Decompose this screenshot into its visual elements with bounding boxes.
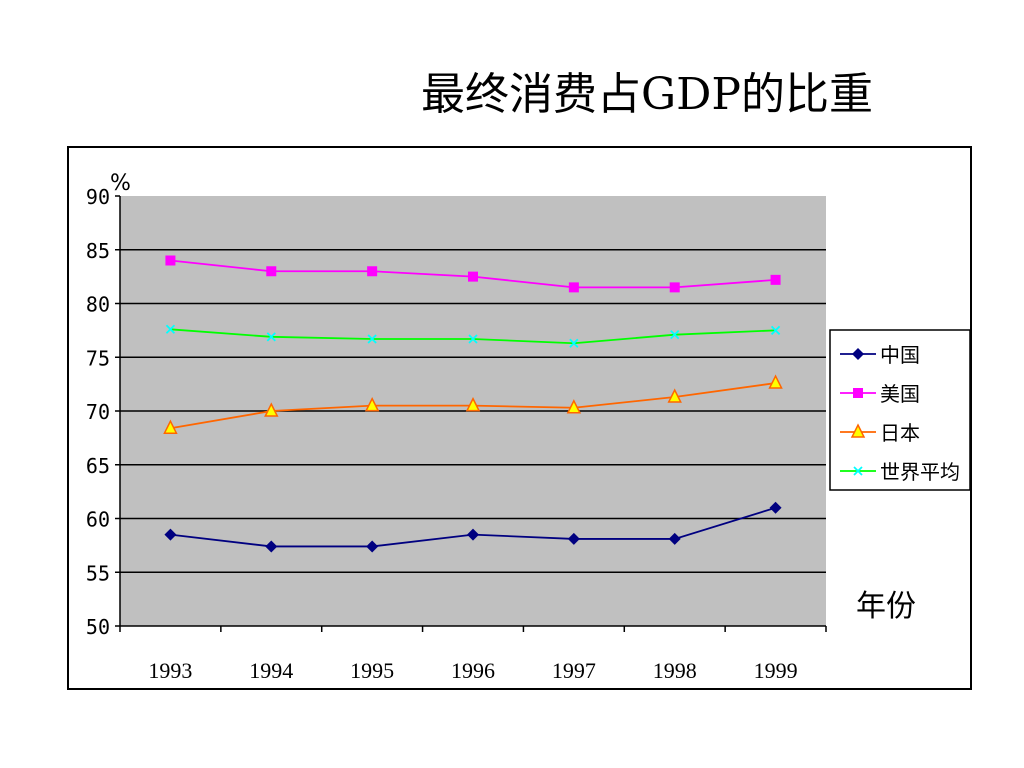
y-tick-label: 65 <box>86 454 110 478</box>
series-2-point-1996 <box>465 396 481 412</box>
y-tick-label: 60 <box>86 508 110 532</box>
y-tick-label: 80 <box>86 293 110 317</box>
series-1-point-1995 <box>367 266 378 277</box>
series-1-point-1997 <box>568 282 579 293</box>
x-tick-label-1995: 1995 <box>350 658 394 683</box>
series-2-point-1997 <box>566 399 582 414</box>
y-axis-unit: % <box>110 171 131 196</box>
x-ticks: 1993 1994 1995 1996 1997 1998 1999 <box>119 626 827 683</box>
series-1-point-1998 <box>669 282 680 293</box>
series-0-point-1995 <box>366 540 379 553</box>
series-0-point-1998 <box>668 532 681 545</box>
legend-box <box>829 329 971 491</box>
y-tick-label: 85 <box>86 239 110 263</box>
series-3-point-1998 <box>670 330 680 340</box>
legend-marker-1 <box>853 388 863 398</box>
series-1-point-1996 <box>468 271 478 282</box>
series-0-point-1999 <box>769 501 782 514</box>
series-2-point-1995 <box>364 396 380 412</box>
legend-label-1: 美国 <box>880 382 920 406</box>
legend-marker-0 <box>852 348 864 360</box>
y-tick-label: 70 <box>86 400 110 424</box>
gridlines <box>120 249 826 573</box>
series-2-point-1999 <box>768 374 783 389</box>
x-tick-label-1994: 1994 <box>249 658 293 683</box>
y-tick-label: 90 <box>86 185 110 209</box>
y-ticks: 50 55 60 65 70 75 80 85 90 <box>86 185 120 639</box>
series-1-point-1999 <box>770 274 781 285</box>
series-group <box>163 255 783 553</box>
y-tick-label: 50 <box>86 615 110 639</box>
series-3-point-1994 <box>266 332 276 342</box>
series-0-point-1993 <box>164 528 177 541</box>
series-1-point-1993 <box>165 255 176 266</box>
series-0-point-1997 <box>567 532 580 545</box>
x-tick-label-1998: 1998 <box>653 658 697 683</box>
legend-label-0: 中国 <box>880 343 920 367</box>
series-2-point-1994 <box>264 402 279 417</box>
x-tick-label-1997: 1997 <box>552 658 596 683</box>
x-tick-label-1999: 1999 <box>754 658 798 683</box>
series-2-point-1998 <box>667 388 682 403</box>
series-3-point-1995 <box>367 334 377 344</box>
y-tick-label: 55 <box>86 561 110 585</box>
chart-title: 最终消费占GDP的比重 <box>420 69 874 120</box>
series-3-point-1996 <box>468 334 478 344</box>
series-0-point-1994 <box>265 540 278 553</box>
series-3-point-1997 <box>569 338 579 348</box>
series-3-point-1993 <box>165 324 176 334</box>
legend-label-2: 日本 <box>880 421 920 445</box>
x-tick-label-1996: 1996 <box>451 658 495 683</box>
y-tick-label: 75 <box>86 346 110 370</box>
legend-label-3: 世界平均 <box>880 460 960 484</box>
series-0-point-1996 <box>467 528 479 541</box>
chart-frame <box>67 146 972 690</box>
series-1-point-1994 <box>266 266 277 277</box>
series-3-point-1999 <box>770 325 781 336</box>
x-tick-label-1993: 1993 <box>148 658 192 683</box>
series-2-point-1993 <box>163 419 178 434</box>
legend-marker-3 <box>853 466 863 476</box>
legend-marker-2 <box>850 423 866 438</box>
x-axis-label: 年份 <box>856 589 916 624</box>
